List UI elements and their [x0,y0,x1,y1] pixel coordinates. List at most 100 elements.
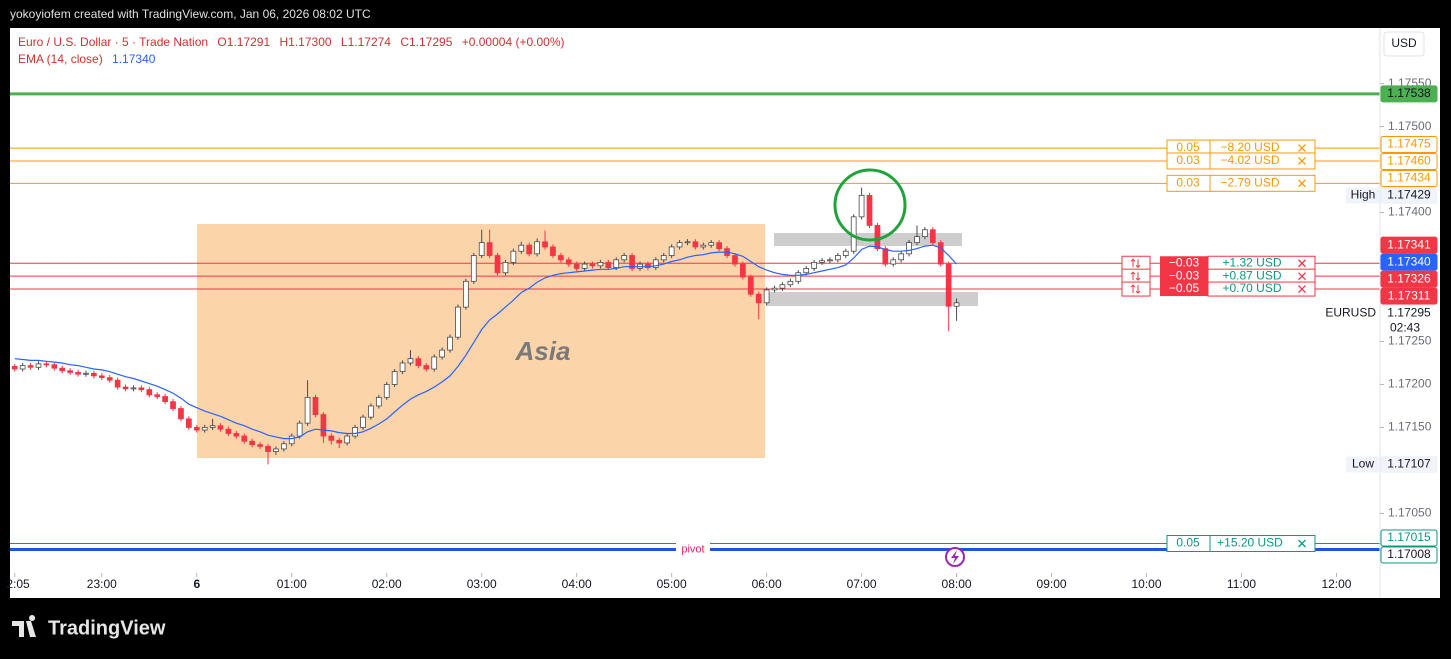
candle-body [114,379,121,388]
candle-body [684,241,691,244]
position-icon-box [1121,281,1151,297]
price-badge-label: 1.17311 [1388,288,1431,302]
order-box [1166,535,1316,553]
price-badge-label: 1.17538 [1387,86,1431,100]
candle-body [146,389,153,396]
candle-body [811,262,817,269]
price-badge-label: 1.17475 [1387,137,1431,151]
candle-body [929,229,936,244]
price-badge-label: 1.17326 [1387,271,1431,285]
price-badge-label: 1.17008 [1387,547,1431,561]
candle-body [589,263,596,267]
y-tick-label: 1.17200 [1388,377,1432,391]
indicator-value: 1.17340 [112,52,156,66]
qty-box [1160,256,1208,271]
currency-button[interactable] [1383,31,1425,57]
order-pnl: +0.70 USD [1222,281,1281,295]
price-badge [1380,287,1438,305]
candle-body [676,242,683,248]
candle-body [882,248,889,265]
alert-bolt[interactable] [951,550,959,564]
candle-body [407,358,414,364]
candle-body [526,244,533,255]
position-icon-box [1121,255,1151,271]
qty-box [1160,282,1208,297]
open-label: O [217,35,226,49]
order-qty: −0.03 [1169,255,1200,269]
candle-body [534,241,540,255]
order-qty: 0.05 [1176,536,1200,550]
price-badge-label: 1.17107 [1387,457,1431,471]
x-tick-label: 01:00 [277,577,307,591]
open-value: 1.17291 [227,35,271,49]
price-badge [1380,546,1438,564]
candle-body [415,358,422,366]
price-badge [1380,236,1438,254]
x-tick-label: 03:00 [467,577,497,591]
candle-body [874,225,881,250]
candle-body [510,250,517,263]
currency-label[interactable]: USD [1391,36,1417,50]
alert-icon[interactable] [945,547,965,567]
candle-body [383,384,390,398]
candle-body [241,435,248,442]
order-pnl: +0.87 USD [1222,268,1281,282]
candle-body [565,259,572,265]
candle-body [296,422,303,437]
price-badge-label: 1.17341 [1387,237,1431,251]
candle-body [217,425,224,430]
price-badge [1380,85,1438,103]
x-tick-label: 11:00 [1227,577,1256,591]
low-label: L [341,35,348,49]
high-label: H [280,35,289,49]
candle-body [320,414,327,437]
candle-body [827,259,833,262]
close-icon [1298,539,1306,548]
qty-box [1160,269,1208,284]
order-pnl: −8.20 USD [1220,140,1279,154]
candle-body [732,255,738,265]
candle-body [288,435,295,445]
logo-mark [12,615,36,637]
candle-body [755,293,762,304]
x-tick-label: 10:00 [1132,577,1162,591]
close-icon [1298,157,1306,165]
order-qty: −0.05 [1169,281,1200,295]
candle-body [375,396,382,407]
order-pnl: −4.02 USD [1220,153,1279,167]
candle-body [518,244,525,252]
candle-body [130,387,137,390]
candle-body [67,370,74,373]
order-pnl: −2.79 USD [1220,175,1279,189]
candle-body [257,444,263,447]
candle-body [660,255,667,261]
price-badge-label: 1.17460 [1387,154,1431,168]
candle-body [431,356,438,370]
candle-body [399,362,406,372]
candle-body [154,394,161,397]
candle-body [708,242,715,246]
candle-body [890,259,897,265]
candle-body [597,262,604,267]
candle-body [122,386,129,390]
candle-body [138,387,145,391]
ema-line [14,244,958,440]
candle-body [953,302,960,307]
y-tick-label: 1.17150 [1388,420,1432,434]
symbol-tag: EURUSD [1325,305,1376,319]
overlay: 0.05 −8.20 USD 0.03 −4.02 USD 0.03 −2.79 USD −… [833,139,1316,553]
attribution: yokoyiofem created with TradingView.com,… [10,7,371,21]
candle-body [835,255,841,261]
candle-body [668,246,675,256]
candle-body [747,276,754,295]
candle-body [328,435,335,441]
x-tick-label: 06:00 [752,577,782,591]
candle-body [716,242,722,250]
close-icon [1298,285,1306,294]
candle-body [692,241,699,248]
candle-body [700,244,707,248]
candle-body [779,284,786,289]
price-badge [1380,270,1438,288]
candle-body [470,255,477,282]
